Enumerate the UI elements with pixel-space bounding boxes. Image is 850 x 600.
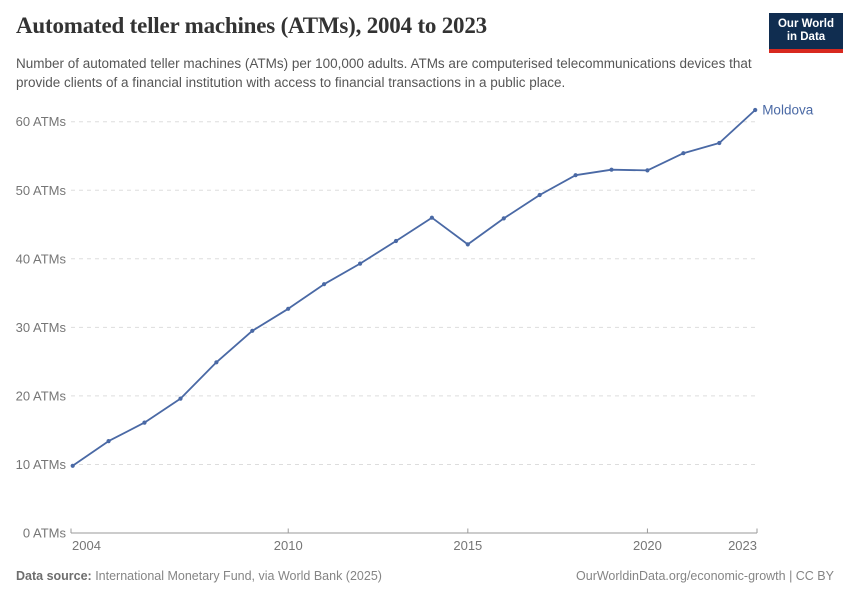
data-point [753,107,758,113]
x-tick-label: 2015 [453,538,482,553]
series-label: Moldova [762,103,814,118]
y-tick-label: 60 ATMs [16,114,67,129]
y-tick-label: 50 ATMs [16,183,67,198]
data-point [70,463,75,468]
data-point [178,396,183,401]
owid-logo[interactable]: Our World in Data [769,13,843,53]
page-footer: Data source: International Monetary Fund… [16,569,834,583]
x-tick-label: 2004 [72,538,101,553]
line-chart-canvas: 0 ATMs 10 ATMs 20 ATMs 30 ATMs 40 ATMs 50 ATM… [16,103,814,553]
chart-title: Automated teller machines (ATMs), 2004 t… [16,13,487,38]
data-point [645,168,650,173]
owid-logo-line1: Our World [777,17,834,30]
data-point [214,360,219,365]
owid-logo-line2: in Data [786,31,826,43]
attribution-link[interactable]: OurWorldinData.org/economic-growth | CC … [576,569,834,583]
data-point [537,192,542,198]
data-point [681,151,686,156]
data-point [286,306,291,311]
data-point [609,167,614,172]
data-point [573,173,578,178]
y-tick-label: 40 ATMs [16,251,67,266]
x-tick-label: 2020 [633,538,662,553]
data-point [322,282,327,287]
data-point [142,420,147,425]
data-point [717,140,722,146]
y-tick-label: 30 ATMs [16,320,67,335]
data-source-value: International Monetary Fund, via World B… [91,569,382,583]
data-point [358,261,363,266]
y-tick-label: 20 ATMs [16,388,67,403]
chart-line [71,109,757,467]
data-point [106,439,111,444]
data-point [393,238,399,244]
data-point [465,242,470,247]
chart-subtitle: Number of automated teller machines (ATM… [16,56,752,91]
data-source-label: Data source: [16,569,92,583]
data-point [501,216,506,221]
x-tick-label: 2023 [728,538,757,553]
x-tick-label: 2010 [274,538,303,553]
data-point [429,215,434,220]
data-point [250,328,255,333]
y-tick-label: 10 ATMs [16,457,67,472]
y-tick-label: 0 ATMs [23,526,67,541]
data-source: Data source: International Monetary Fund… [16,569,382,583]
